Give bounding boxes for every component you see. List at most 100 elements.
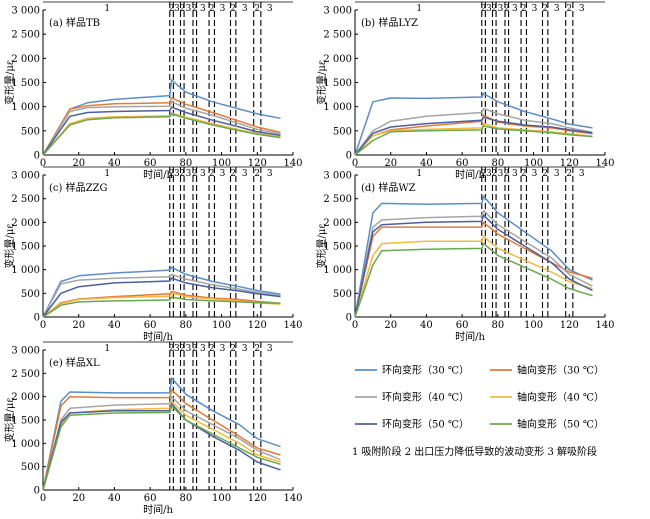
- phase-label: 3: [267, 344, 273, 354]
- legend-label: 轴向变形（40 ℃）: [517, 391, 604, 404]
- phase-label: 2: [566, 169, 572, 179]
- series-line-1: [354, 92, 593, 156]
- series-line-6: [42, 113, 281, 156]
- x-tick-label: 80: [179, 320, 192, 331]
- series-line-2: [42, 97, 281, 156]
- phase-label: 2: [230, 4, 236, 14]
- x-tick-label: 20: [384, 158, 397, 169]
- x-tick-label: 60: [144, 158, 157, 169]
- x-tick-label: 0: [352, 320, 358, 331]
- x-tick-label: 40: [108, 320, 121, 331]
- phase-label: 3: [532, 169, 538, 179]
- series-line-2: [354, 221, 593, 318]
- x-tick-label: 40: [108, 158, 121, 169]
- y-tick-label: 1 500: [11, 242, 40, 253]
- series-line-3: [42, 395, 281, 491]
- series-line-1: [42, 377, 281, 491]
- legend: 环向变形（30 ℃） 轴向变形（30 ℃） 环向变形（40 ℃） 轴向变形（40 ℃）…: [355, 364, 604, 431]
- y-tick-label: 500: [21, 462, 40, 473]
- x-tick-label: 60: [456, 158, 469, 169]
- x-axis-label: 时间/h: [143, 168, 173, 181]
- legend-item: 轴向变形（50 ℃）: [490, 418, 604, 431]
- y-tick-label: 0: [34, 313, 40, 324]
- legend-label: 环向变形（30 ℃）: [382, 364, 469, 377]
- x-tick-label: 40: [420, 320, 433, 331]
- x-tick-label: 120: [560, 158, 579, 169]
- legend-item: 环向变形（50 ℃）: [355, 418, 469, 431]
- x-tick-label: 40: [108, 493, 121, 504]
- x-tick-label: 0: [40, 158, 46, 169]
- series-line-6: [354, 125, 593, 156]
- series-line-1: [354, 195, 593, 318]
- x-tick-label: 100: [212, 158, 231, 169]
- phase-label: 2: [254, 4, 260, 14]
- phase-label: 3: [220, 169, 226, 179]
- series-line-3: [42, 273, 281, 318]
- phase-label: 3: [486, 169, 492, 179]
- x-tick-label: 140: [595, 158, 614, 169]
- series-line-4: [354, 122, 593, 156]
- phase-label: 3: [242, 4, 248, 14]
- phase-label: 1: [104, 4, 110, 14]
- phase-label: 3: [554, 169, 560, 179]
- series-line-2: [42, 388, 281, 491]
- y-tick-label: 0: [346, 151, 352, 162]
- series-line-5: [42, 106, 281, 156]
- phase-label: 1: [416, 169, 422, 179]
- legend-item: 轴向变形（40 ℃）: [490, 391, 604, 404]
- y-tick-label: 2 500: [11, 369, 40, 380]
- x-tick-label: 60: [144, 320, 157, 331]
- y-tick-label: 500: [21, 126, 40, 137]
- y-tick-label: 3 000: [11, 6, 40, 17]
- series-line-6: [354, 242, 593, 318]
- y-tick-label: 500: [333, 289, 352, 300]
- y-axis-label: 变形量/με: [3, 397, 16, 442]
- phase-label: 1: [104, 169, 110, 179]
- x-tick-label: 100: [212, 320, 231, 331]
- y-tick-label: 3 000: [11, 171, 40, 182]
- phase-label: 3: [200, 4, 206, 14]
- y-tick-label: 2 000: [11, 392, 40, 403]
- y-tick-label: 1 000: [323, 265, 352, 276]
- series-line-4: [42, 112, 281, 156]
- phase-label: 3: [512, 4, 518, 14]
- phase-label: 2: [254, 344, 260, 354]
- panel-title: (e) 样品XL: [49, 356, 100, 369]
- x-tick-label: 0: [40, 320, 46, 331]
- x-tick-label: 20: [384, 320, 397, 331]
- y-tick-label: 1 000: [11, 439, 40, 450]
- x-tick-label: 120: [248, 158, 267, 169]
- y-tick-label: 1 000: [323, 102, 352, 113]
- legend-item: 环向变形（40 ℃）: [355, 391, 469, 404]
- series-line-3: [354, 209, 593, 318]
- panel-title: (c) 样品ZZG: [49, 181, 107, 194]
- phase-label: 3: [532, 4, 538, 14]
- y-tick-label: 1 500: [323, 78, 352, 89]
- x-tick-label: 140: [283, 320, 302, 331]
- phase-label: 3: [579, 4, 585, 14]
- phase-label: 3: [200, 169, 206, 179]
- phase-label: 2: [192, 169, 198, 179]
- y-tick-label: 2 000: [323, 218, 352, 229]
- phase-label: 3: [498, 169, 504, 179]
- y-tick-label: 2 000: [323, 54, 352, 65]
- legend-label: 轴向变形（30 ℃）: [517, 364, 604, 377]
- legend-item: 轴向变形（30 ℃）: [490, 364, 604, 377]
- phase-label: 3: [512, 169, 518, 179]
- legend-label: 环向变形（50 ℃）: [382, 418, 469, 431]
- chart-panel-5: 0 500 1 000 1 500 2 000 2 500 3 000 0 20 40 60 80 10…: [3, 341, 303, 516]
- x-tick-label: 140: [283, 158, 302, 169]
- y-tick-label: 3 000: [11, 346, 40, 357]
- phase-label: 2: [169, 344, 175, 354]
- phase-label: 2: [209, 344, 215, 354]
- phase-label: 2: [169, 169, 175, 179]
- chart-panel-4: 0 500 1 000 1 500 2 000 2 500 3 000 0 20 40 60 80 10…: [315, 166, 615, 343]
- phase-label: 2: [491, 169, 497, 179]
- x-tick-label: 20: [72, 493, 85, 504]
- y-axis-label: 变形量/με: [315, 223, 328, 268]
- y-tick-label: 2 500: [11, 30, 40, 41]
- y-tick-label: 1 000: [11, 102, 40, 113]
- y-tick-label: 0: [346, 313, 352, 324]
- x-tick-label: 120: [560, 320, 579, 331]
- y-tick-label: 2 000: [11, 54, 40, 65]
